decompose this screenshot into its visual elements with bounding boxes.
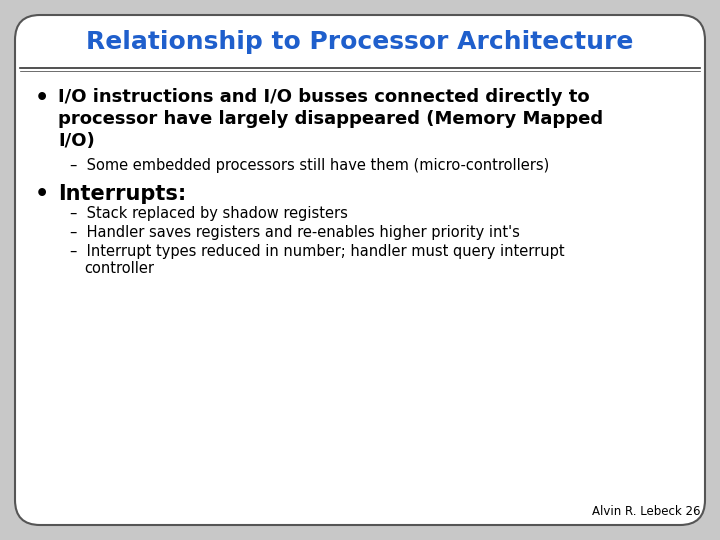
Text: •: •: [35, 88, 49, 108]
Text: processor have largely disappeared (Memory Mapped: processor have largely disappeared (Memo…: [58, 110, 603, 128]
Text: I/O): I/O): [58, 132, 95, 150]
Text: Interrupts:: Interrupts:: [58, 184, 186, 204]
Text: –  Handler saves registers and re-enables higher priority int's: – Handler saves registers and re-enables…: [70, 225, 520, 240]
FancyBboxPatch shape: [15, 15, 705, 525]
Text: Alvin R. Lebeck 26: Alvin R. Lebeck 26: [592, 505, 700, 518]
Text: –  Interrupt types reduced in number; handler must query interrupt: – Interrupt types reduced in number; han…: [70, 244, 564, 259]
Text: controller: controller: [84, 261, 154, 276]
Text: Relationship to Processor Architecture: Relationship to Processor Architecture: [86, 30, 634, 54]
Text: –  Stack replaced by shadow registers: – Stack replaced by shadow registers: [70, 206, 348, 221]
Text: –  Some embedded processors still have them (micro-controllers): – Some embedded processors still have th…: [70, 158, 549, 173]
Text: •: •: [35, 184, 49, 204]
Text: I/O instructions and I/O busses connected directly to: I/O instructions and I/O busses connecte…: [58, 88, 590, 106]
